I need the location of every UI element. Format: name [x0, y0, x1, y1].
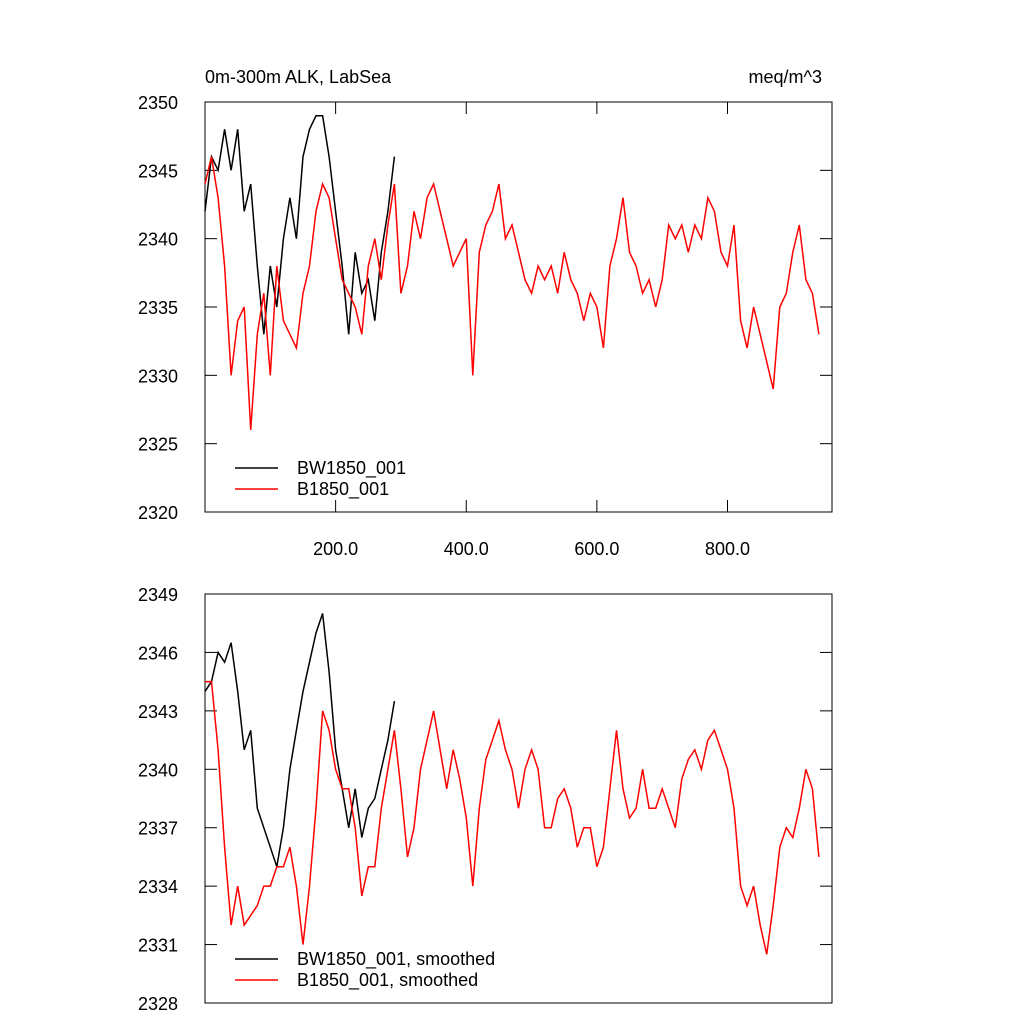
x-tick-label: 200.0: [313, 539, 358, 559]
y-tick-label: 2337: [138, 819, 178, 839]
x-tick-label: 800.0: [705, 539, 750, 559]
y-tick-label: 2334: [138, 877, 178, 897]
legend-label: B1850_001, smoothed: [297, 970, 478, 991]
data-line: [205, 680, 820, 955]
data-line: [204, 156, 820, 431]
plot-frame: [204, 101, 833, 513]
legend-label: B1850_001: [297, 479, 389, 500]
y-tick-label: 2340: [138, 760, 178, 780]
legend-label: BW1850_001: [297, 458, 406, 479]
legend-label: BW1850_001, smoothed: [297, 949, 495, 970]
y-tick-label: 2349: [138, 585, 178, 605]
plot-frame: [204, 593, 833, 1004]
y-tick-label: 2345: [138, 161, 178, 181]
y-tick-label: 2335: [138, 298, 178, 318]
y-tick-label: 2330: [138, 366, 178, 386]
x-tick-label: 600.0: [574, 539, 619, 559]
y-tick-label: 2328: [138, 994, 178, 1014]
y-tick-label: 2325: [138, 435, 178, 455]
chart-title: 0m-300m ALK, LabSea: [205, 67, 392, 87]
x-tick-label: 400.0: [444, 539, 489, 559]
y-tick-label: 2346: [138, 643, 178, 663]
y-tick-label: 2320: [138, 503, 178, 523]
data-line: [204, 114, 396, 335]
data-line: [204, 613, 396, 867]
units-label: meq/m^3: [749, 67, 822, 87]
y-tick-label: 2343: [138, 702, 178, 722]
y-tick-label: 2331: [138, 936, 178, 956]
y-tick-label: 2350: [138, 93, 178, 113]
y-tick-label: 2340: [138, 230, 178, 250]
